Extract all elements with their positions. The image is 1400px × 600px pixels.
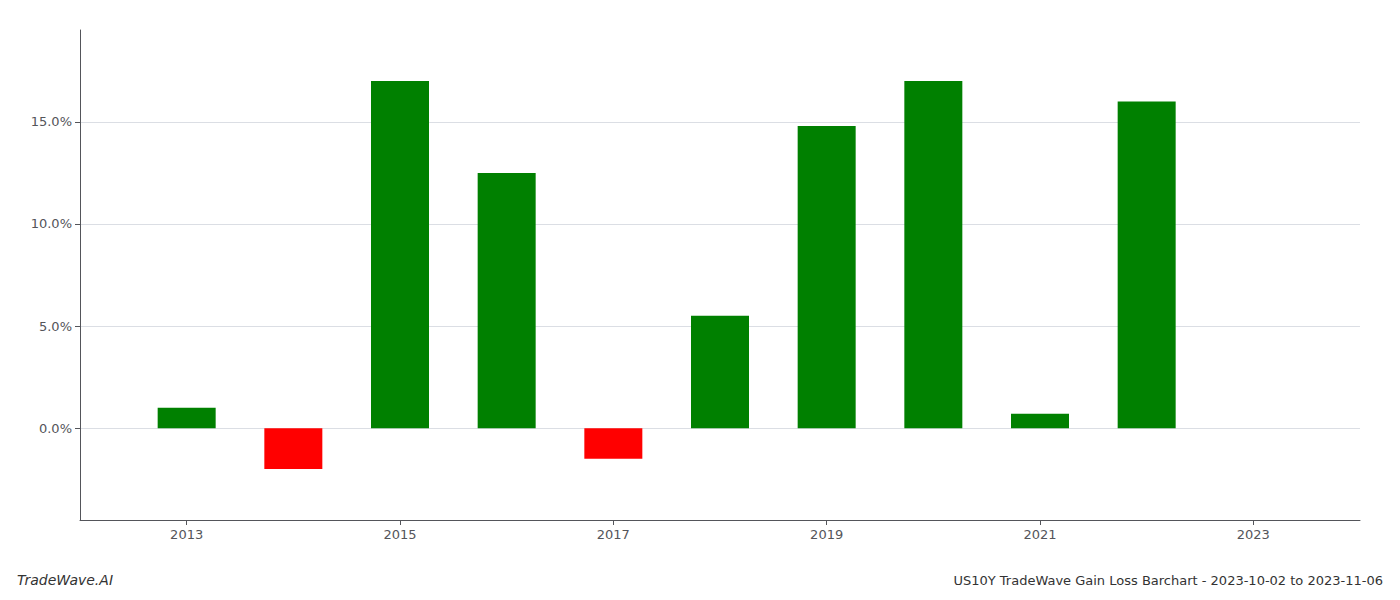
svg-text:TradeWave.AI: TradeWave.AI bbox=[17, 572, 113, 588]
svg-text:2019: 2019 bbox=[810, 527, 843, 542]
svg-text:5.0%: 5.0% bbox=[39, 319, 72, 334]
svg-text:0.0%: 0.0% bbox=[39, 421, 72, 436]
svg-text:2017: 2017 bbox=[597, 527, 630, 542]
svg-text:2015: 2015 bbox=[383, 527, 416, 542]
svg-text:2013: 2013 bbox=[170, 527, 203, 542]
svg-text:2023: 2023 bbox=[1237, 527, 1270, 542]
svg-text:US10Y TradeWave Gain Loss Barc: US10Y TradeWave Gain Loss Barchart - 202… bbox=[953, 573, 1383, 588]
svg-text:10.0%: 10.0% bbox=[31, 216, 72, 231]
svg-text:2021: 2021 bbox=[1023, 527, 1056, 542]
svg-text:15.0%: 15.0% bbox=[31, 114, 72, 129]
